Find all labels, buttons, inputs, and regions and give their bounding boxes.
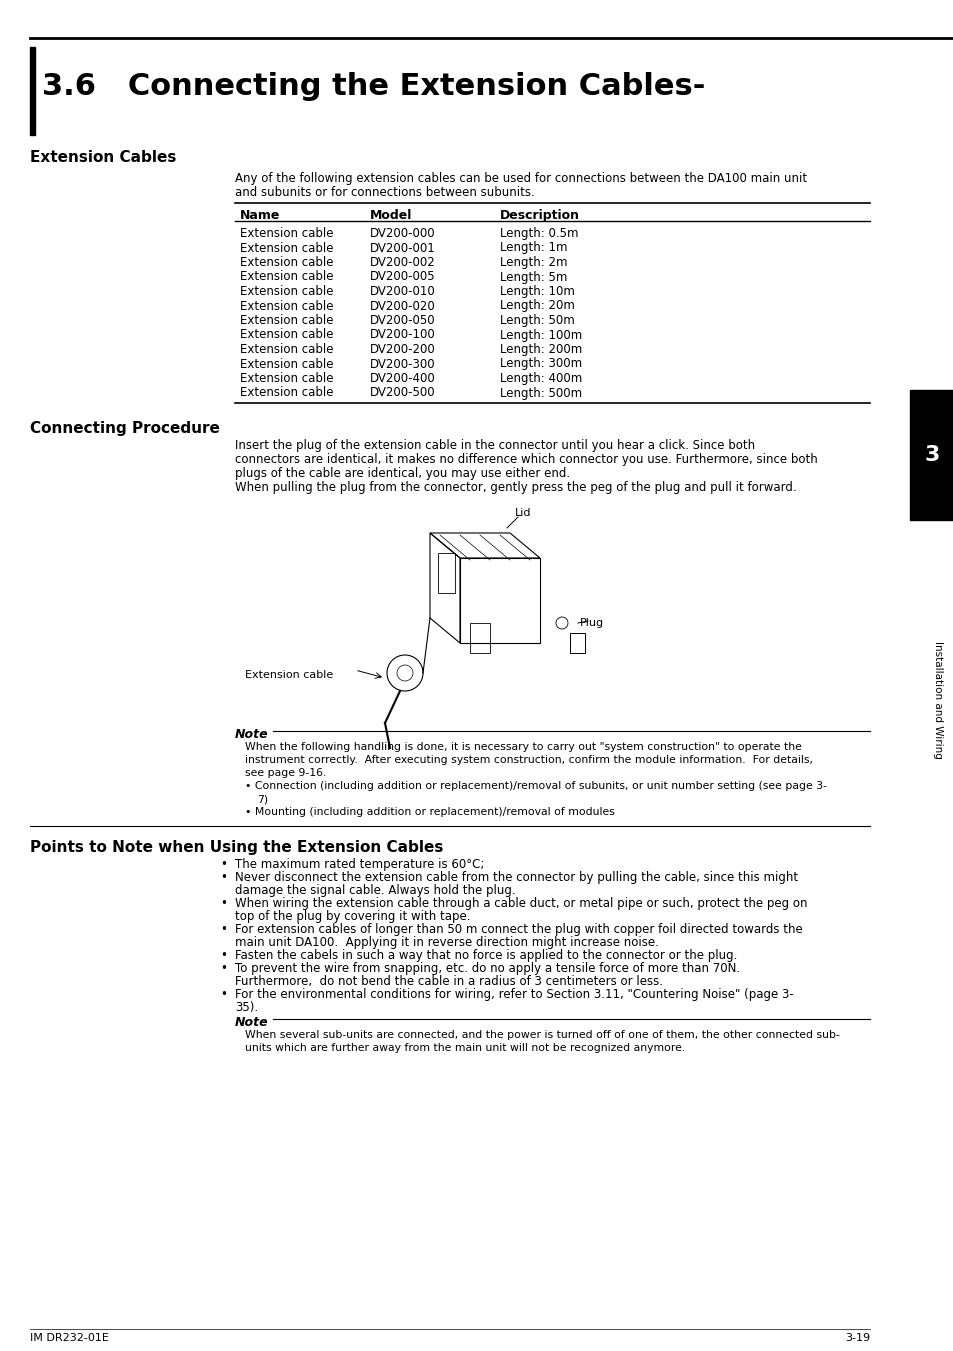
Text: Note: Note — [234, 1016, 269, 1029]
Text: Connecting Procedure: Connecting Procedure — [30, 422, 219, 436]
Text: Extension cable: Extension cable — [240, 242, 334, 254]
Text: see page 9-16.: see page 9-16. — [245, 767, 326, 778]
Text: 7): 7) — [256, 794, 268, 804]
Text: Furthermore,  do not bend the cable in a radius of 3 centimeters or less.: Furthermore, do not bend the cable in a … — [234, 975, 662, 988]
Text: connectors are identical, it makes no difference which connector you use. Furthe: connectors are identical, it makes no di… — [234, 453, 817, 466]
Text: Length: 200m: Length: 200m — [499, 343, 581, 357]
Bar — [470, 623, 490, 653]
Text: When several sub-units are connected, and the power is turned off of one of them: When several sub-units are connected, an… — [245, 1029, 839, 1040]
Text: Length: 50m: Length: 50m — [499, 313, 574, 327]
Text: Extension cable: Extension cable — [240, 270, 334, 284]
Text: DV200-100: DV200-100 — [370, 328, 436, 342]
Text: DV200-005: DV200-005 — [370, 270, 436, 284]
Text: Length: 0.5m: Length: 0.5m — [499, 227, 578, 240]
Text: The maximum rated temperature is 60°C;: The maximum rated temperature is 60°C; — [234, 858, 484, 871]
Text: and subunits or for connections between subunits.: and subunits or for connections between … — [234, 186, 535, 199]
Text: Length: 300m: Length: 300m — [499, 358, 581, 370]
Text: Extension cable: Extension cable — [240, 313, 334, 327]
Text: Length: 500m: Length: 500m — [499, 386, 581, 400]
Text: damage the signal cable. Always hold the plug.: damage the signal cable. Always hold the… — [234, 884, 515, 897]
Text: Length: 400m: Length: 400m — [499, 372, 581, 385]
Text: When wiring the extension cable through a cable duct, or metal pipe or such, pro: When wiring the extension cable through … — [234, 897, 806, 911]
Text: DV200-200: DV200-200 — [370, 343, 436, 357]
Text: Extension cable: Extension cable — [240, 300, 334, 312]
Text: •: • — [220, 948, 227, 962]
Text: Length: 5m: Length: 5m — [499, 270, 567, 284]
Text: Extension cable: Extension cable — [240, 358, 334, 370]
Text: Extension cable: Extension cable — [240, 386, 334, 400]
Text: Never disconnect the extension cable from the connector by pulling the cable, si: Never disconnect the extension cable fro… — [234, 871, 798, 884]
Text: Fasten the cabels in such a way that no force is applied to the connector or the: Fasten the cabels in such a way that no … — [234, 948, 737, 962]
Text: Length: 1m: Length: 1m — [499, 242, 567, 254]
Text: • Connection (including addition or replacement)/removal of subunits, or unit nu: • Connection (including addition or repl… — [245, 781, 826, 790]
Text: For extension cables of longer than 50 m connect the plug with copper foil direc: For extension cables of longer than 50 m… — [234, 923, 801, 936]
Text: Any of the following extension cables can be used for connections between the DA: Any of the following extension cables ca… — [234, 172, 806, 185]
Text: • Mounting (including addition or replacement)/removal of modules: • Mounting (including addition or replac… — [245, 807, 615, 817]
Text: DV200-002: DV200-002 — [370, 255, 436, 269]
Text: Model: Model — [370, 209, 412, 222]
Text: DV200-001: DV200-001 — [370, 242, 436, 254]
Text: Extension Cables: Extension Cables — [30, 150, 176, 165]
Text: DV200-020: DV200-020 — [370, 300, 436, 312]
Text: Insert the plug of the extension cable in the connector until you hear a click. : Insert the plug of the extension cable i… — [234, 439, 755, 453]
Text: Extension cable: Extension cable — [240, 372, 334, 385]
Text: To prevent the wire from snapping, etc. do no apply a tensile force of more than: To prevent the wire from snapping, etc. … — [234, 962, 740, 975]
Text: Extension cable: Extension cable — [240, 285, 334, 299]
Text: Lid: Lid — [515, 508, 531, 517]
Text: Extension cable: Extension cable — [245, 670, 333, 680]
Text: DV200-000: DV200-000 — [370, 227, 436, 240]
Bar — [30, 47, 35, 135]
Text: Installation and Wiring: Installation and Wiring — [932, 642, 942, 759]
Text: DV200-050: DV200-050 — [370, 313, 436, 327]
Text: Extension cable: Extension cable — [240, 227, 334, 240]
Text: Extension cable: Extension cable — [240, 328, 334, 342]
Text: •: • — [220, 988, 227, 1001]
Text: 3: 3 — [923, 444, 939, 465]
Text: main unit DA100.  Applying it in reverse direction might increase noise.: main unit DA100. Applying it in reverse … — [234, 936, 659, 948]
Text: •: • — [220, 923, 227, 936]
Text: For the environmental conditions for wiring, refer to Section 3.11, "Countering : For the environmental conditions for wir… — [234, 988, 793, 1001]
Text: DV200-500: DV200-500 — [370, 386, 436, 400]
Text: DV200-010: DV200-010 — [370, 285, 436, 299]
Text: Plug: Plug — [579, 617, 603, 628]
Text: DV200-300: DV200-300 — [370, 358, 436, 370]
Text: Length: 20m: Length: 20m — [499, 300, 575, 312]
Text: Length: 2m: Length: 2m — [499, 255, 567, 269]
Text: Note: Note — [234, 728, 269, 740]
Text: Extension cable: Extension cable — [240, 343, 334, 357]
Text: DV200-400: DV200-400 — [370, 372, 436, 385]
Text: 35).: 35). — [234, 1001, 258, 1015]
Text: plugs of the cable are identical, you may use either end.: plugs of the cable are identical, you ma… — [234, 467, 570, 480]
Text: Description: Description — [499, 209, 579, 222]
Text: Points to Note when Using the Extension Cables: Points to Note when Using the Extension … — [30, 840, 443, 855]
Text: units which are further away from the main unit will not be recognized anymore.: units which are further away from the ma… — [245, 1043, 684, 1052]
Text: •: • — [220, 962, 227, 975]
Text: When pulling the plug from the connector, gently press the peg of the plug and p: When pulling the plug from the connector… — [234, 481, 796, 494]
Text: •: • — [220, 897, 227, 911]
Text: top of the plug by covering it with tape.: top of the plug by covering it with tape… — [234, 911, 470, 923]
Text: 3.6   Connecting the Extension Cables-: 3.6 Connecting the Extension Cables- — [42, 72, 704, 101]
Text: instrument correctly.  After executing system construction, confirm the module i: instrument correctly. After executing sy… — [245, 755, 812, 765]
Text: When the following handling is done, it is necessary to carry out "system constr: When the following handling is done, it … — [245, 742, 801, 753]
Text: •: • — [220, 858, 227, 871]
Text: Extension cable: Extension cable — [240, 255, 334, 269]
Bar — [569, 634, 584, 653]
Text: IM DR232-01E: IM DR232-01E — [30, 1333, 109, 1343]
Text: Length: 100m: Length: 100m — [499, 328, 581, 342]
Bar — [909, 390, 953, 520]
Text: 3-19: 3-19 — [844, 1333, 869, 1343]
Text: •: • — [220, 871, 227, 884]
Text: Length: 10m: Length: 10m — [499, 285, 575, 299]
Text: Name: Name — [240, 209, 280, 222]
